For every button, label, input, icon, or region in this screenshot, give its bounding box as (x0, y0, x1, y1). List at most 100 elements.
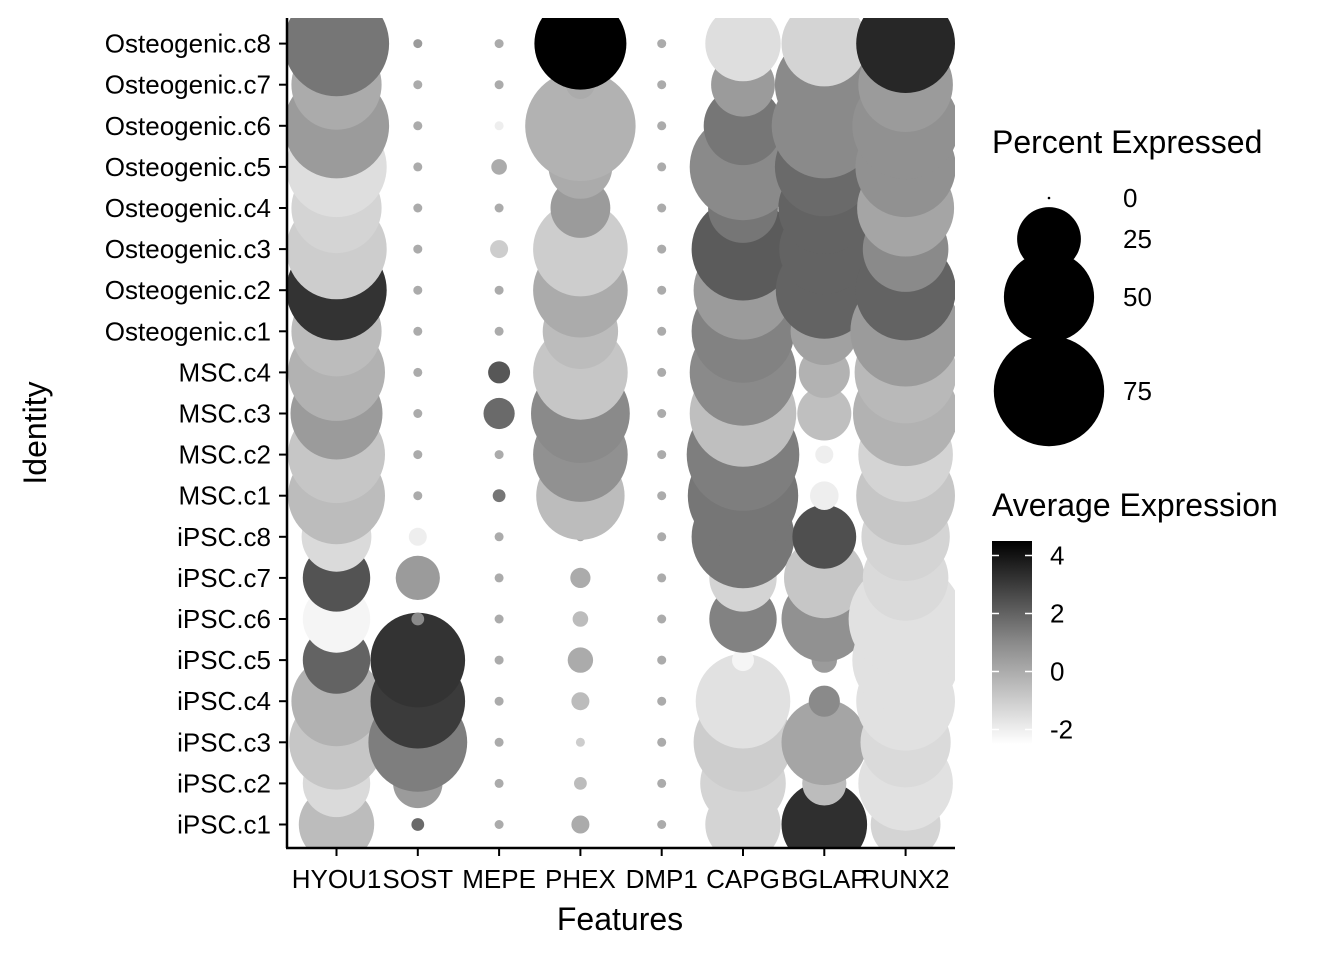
size-legend-dot-50 (1003, 251, 1095, 343)
color-legend-title: Average Expression (992, 487, 1278, 523)
dot-Osteogenic.c6-SOST (413, 121, 423, 131)
dot-Osteogenic.c2-SOST (413, 285, 423, 295)
dot-iPSC.c6-DMP1 (657, 614, 667, 624)
y-axis-title: Identity (17, 381, 53, 484)
dot-MSC.c4-DMP1 (657, 367, 667, 377)
dot-iPSC.c8-DMP1 (657, 532, 667, 542)
dot-MSC.c2-DMP1 (657, 450, 667, 460)
dot-iPSC.c5-PHEX (567, 647, 594, 673)
color-legend-bar (992, 541, 1032, 744)
y-tick-label-Osteogenic.c3: Osteogenic.c3 (105, 234, 271, 264)
y-tick-label-Osteogenic.c5: Osteogenic.c5 (105, 152, 271, 182)
dot-Osteogenic.c3-DMP1 (657, 244, 667, 254)
y-tick-label-iPSC.c6: iPSC.c6 (177, 604, 271, 634)
dot-MSC.c4-MEPE (488, 361, 511, 384)
dot-Osteogenic.c2-DMP1 (657, 285, 667, 295)
x-tick-label-HYOU1: HYOU1 (292, 864, 382, 894)
color-legend-label--2: -2 (1050, 715, 1073, 745)
color-legend: Average Expression 4 2 0 -2 (992, 487, 1278, 745)
dot-iPSC.c5-SOST (370, 612, 466, 708)
dot-iPSC.c8-MEPE (494, 532, 504, 542)
dot-iPSC.c4-MEPE (494, 696, 504, 706)
dot-MSC.c1-SOST (413, 491, 423, 501)
dot-Osteogenic.c8-PHEX (534, 18, 627, 90)
dot-Osteogenic.c6-PHEX (525, 70, 636, 181)
dot-iPSC.c2-MEPE (494, 778, 504, 788)
dot-MSC.c1-MEPE (492, 489, 506, 503)
dot-iPSC.c8-BGLAP (792, 504, 857, 569)
dot-iPSC.c3-BGLAP (781, 699, 868, 786)
dot-iPSC.c2-PHEX (574, 777, 587, 790)
dot-iPSC.c7-SOST (395, 555, 440, 601)
dot-iPSC.c3-PHEX (575, 737, 585, 747)
dot-Osteogenic.c6-DMP1 (657, 121, 667, 131)
dot-iPSC.c6-SOST (411, 612, 425, 626)
dot-iPSC.c1-MEPE (494, 820, 504, 829)
dot-Osteogenic.c7-SOST (413, 80, 423, 90)
dot-iPSC.c4-BGLAP (808, 685, 840, 717)
dot-iPSC.c3-DMP1 (657, 737, 667, 747)
dot-iPSC.c4-CAPG (695, 653, 791, 749)
y-tick-label-iPSC.c7: iPSC.c7 (177, 563, 271, 593)
dot-MSC.c3-BGLAP (797, 386, 852, 441)
y-tick-label-Osteogenic.c2: Osteogenic.c2 (105, 275, 271, 305)
x-tick-label-PHEX: PHEX (545, 864, 616, 894)
dot-Osteogenic.c4-MEPE (494, 203, 504, 213)
y-tick-label-MSC.c1: MSC.c1 (179, 481, 271, 511)
dot-iPSC.c6-PHEX (572, 611, 589, 627)
dot-Osteogenic.c7-MEPE (494, 80, 504, 90)
y-tick-label-Osteogenic.c1: Osteogenic.c1 (105, 316, 271, 346)
dot-Osteogenic.c8-HYOU1 (287, 18, 390, 97)
dot-Osteogenic.c1-DMP1 (657, 326, 667, 336)
dot-iPSC.c7-PHEX (570, 567, 591, 589)
dot-iPSC.c1-PHEX (571, 815, 590, 834)
dot-Osteogenic.c4-SOST (413, 203, 423, 213)
dot-iPSC.c5-CAPG (732, 649, 754, 672)
dot-Osteogenic.c6-MEPE (494, 121, 504, 131)
dot-iPSC.c4-DMP1 (657, 696, 667, 706)
dot-Osteogenic.c8-BGLAP (781, 18, 868, 87)
y-tick-label-iPSC.c1: iPSC.c1 (177, 810, 271, 840)
dot-iPSC.c4-PHEX (571, 692, 590, 711)
y-tick-label-iPSC.c3: iPSC.c3 (177, 727, 271, 757)
y-tick-label-MSC.c3: MSC.c3 (179, 399, 271, 429)
axes-layer: iPSC.c1 iPSC.c2 iPSC.c3 iPSC.c4 iPSC.c5 iPSC.… (105, 18, 955, 894)
dot-MSC.c1-DMP1 (657, 491, 667, 501)
size-legend-title: Percent Expressed (992, 124, 1262, 160)
y-tick-label-Osteogenic.c8: Osteogenic.c8 (105, 29, 271, 59)
dot-Osteogenic.c8-CAPG (705, 18, 781, 82)
dot-MSC.c3-MEPE (483, 397, 515, 430)
dot-MSC.c2-MEPE (494, 450, 504, 460)
dot-Osteogenic.c8-DMP1 (657, 39, 667, 49)
size-legend-label-75: 75 (1123, 376, 1152, 406)
dot-Osteogenic.c5-MEPE (491, 159, 507, 175)
dot-MSC.c2-SOST (413, 450, 423, 460)
size-legend-label-50: 50 (1123, 282, 1152, 312)
size-legend-label-0: 0 (1123, 183, 1137, 213)
dot-iPSC.c5-DMP1 (657, 655, 667, 665)
x-tick-label-SOST: SOST (382, 864, 453, 894)
dot-iPSC.c1-DMP1 (657, 820, 667, 829)
dot-iPSC.c5-MEPE (494, 655, 504, 665)
dot-iPSC.c2-DMP1 (657, 778, 667, 788)
color-legend-label-4: 4 (1050, 541, 1064, 571)
dot-Osteogenic.c8-MEPE (494, 39, 504, 49)
dot-Osteogenic.c1-MEPE (494, 326, 504, 336)
size-legend-label-25: 25 (1123, 224, 1152, 254)
dot-iPSC.c1-SOST (411, 818, 425, 831)
dot-Osteogenic.c5-SOST (413, 162, 423, 172)
dots-layer (287, 18, 955, 848)
dot-iPSC.c1-BGLAP (781, 781, 868, 848)
dot-Osteogenic.c3-SOST (413, 244, 423, 254)
y-tick-label-iPSC.c2: iPSC.c2 (177, 768, 271, 798)
x-tick-label-CAPG: CAPG (706, 864, 780, 894)
y-tick-label-MSC.c4: MSC.c4 (179, 357, 271, 387)
dot-Osteogenic.c8-RUNX2 (856, 18, 955, 93)
x-tick-label-MEPE: MEPE (462, 864, 536, 894)
dot-MSC.c1-BGLAP (810, 481, 839, 511)
dot-iPSC.c8-SOST (408, 527, 427, 546)
y-tick-label-Osteogenic.c6: Osteogenic.c6 (105, 111, 271, 141)
size-legend-dot-0 (1047, 196, 1051, 200)
